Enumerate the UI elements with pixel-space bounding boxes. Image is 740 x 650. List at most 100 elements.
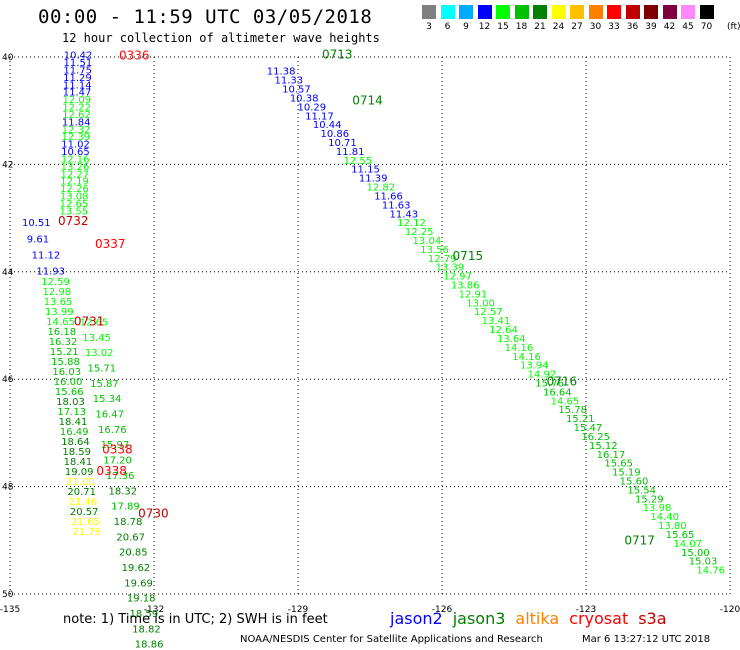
wave-height-value: 19.18 bbox=[127, 594, 156, 605]
wave-height-value: 12.25 bbox=[405, 227, 434, 238]
color-swatch-label: 9 bbox=[463, 22, 469, 32]
wave-height-value: 12.91 bbox=[459, 289, 488, 300]
pass-time-label: 0732 bbox=[58, 214, 89, 228]
wave-height-value: 13.80 bbox=[658, 521, 687, 532]
wave-height-value: 15.00 bbox=[681, 548, 710, 559]
wave-height-value: 17.89 bbox=[111, 502, 140, 513]
pass-time-label: 0338 bbox=[96, 464, 127, 478]
wave-height-value: 15.21 bbox=[50, 347, 79, 358]
wave-height-value: 11.66 bbox=[374, 191, 403, 202]
wave-height-value: 11.51 bbox=[64, 58, 93, 69]
wave-height-value: 14.65 bbox=[46, 317, 75, 328]
wave-height-value: 18.41 bbox=[64, 457, 93, 468]
pass-time-label: 0713 bbox=[322, 48, 353, 62]
color-swatch bbox=[422, 5, 436, 19]
wave-height-value: 17.13 bbox=[57, 407, 86, 418]
wave-height-value: 18.41 bbox=[59, 417, 88, 428]
wave-height-value: 13.00 bbox=[466, 298, 495, 309]
wave-height-value: 16.47 bbox=[95, 410, 124, 421]
color-swatch-label: 3 bbox=[426, 22, 432, 32]
wave-height-value: 10.71 bbox=[328, 138, 357, 149]
wave-height-value: 21.00 bbox=[66, 477, 95, 488]
pass-time-label: 0714 bbox=[352, 93, 383, 107]
color-swatch bbox=[477, 5, 492, 19]
wave-height-value: 18.32 bbox=[109, 486, 138, 497]
footnote: note: 1) Time is in UTC; 2) SWH is in fe… bbox=[63, 612, 328, 627]
color-swatch bbox=[699, 5, 714, 19]
wave-height-value: 11.02 bbox=[61, 140, 90, 151]
wave-height-value: 10.29 bbox=[297, 102, 326, 113]
pass-time-label: 0730 bbox=[138, 507, 169, 521]
wave-height-value: 15.65 bbox=[604, 459, 633, 470]
wave-height-value: 12.39 bbox=[61, 132, 90, 143]
wave-height-value: 12.27 bbox=[60, 169, 89, 180]
wave-height-value: 11.84 bbox=[62, 117, 91, 128]
wave-height-value: 16.03 bbox=[52, 367, 81, 378]
y-tick-label: 44 bbox=[2, 268, 14, 278]
pass-time-label: 0716 bbox=[547, 375, 578, 389]
wave-height-value: 20.85 bbox=[119, 548, 148, 559]
wave-height-value: 15.34 bbox=[93, 394, 122, 405]
color-swatch-label: 6 bbox=[444, 22, 451, 32]
wave-height-value: 14.65 bbox=[551, 396, 580, 407]
wave-height-value: 19.62 bbox=[122, 563, 151, 574]
wave-height-value: 16.18 bbox=[47, 327, 76, 338]
legend-entry-jason3: jason3 bbox=[452, 609, 506, 628]
wave-height-value: 13.65 bbox=[44, 297, 73, 308]
wave-height-value: 15.21 bbox=[566, 414, 595, 425]
wave-height-value: 13.55 bbox=[59, 206, 88, 217]
color-swatch-label: 39 bbox=[645, 22, 657, 32]
color-swatch bbox=[681, 5, 695, 19]
wave-height-value: 14.40 bbox=[650, 512, 679, 523]
color-swatch-label: 27 bbox=[571, 22, 583, 32]
pass-time-label: 0717 bbox=[624, 534, 655, 548]
color-swatch-label: 36 bbox=[626, 22, 639, 32]
wave-height-value: 20.67 bbox=[116, 532, 145, 543]
wave-height-value: 18.82 bbox=[132, 624, 161, 635]
wave-height-value: 12.57 bbox=[474, 307, 503, 318]
wave-height-value: 14.76 bbox=[696, 566, 725, 577]
color-swatch-label: 70 bbox=[700, 22, 713, 32]
wave-height-value: 15.47 bbox=[574, 423, 603, 434]
color-swatch bbox=[459, 5, 473, 19]
wave-height-value: 21.65 bbox=[71, 517, 100, 528]
wave-height-value: 15.76 bbox=[535, 379, 564, 390]
wave-height-value: 10.86 bbox=[321, 129, 350, 140]
wave-height-value: 10.38 bbox=[290, 93, 319, 104]
wave-height-value: 13.08 bbox=[60, 192, 89, 203]
wave-height-value: 15.66 bbox=[55, 387, 84, 398]
wave-height-value: 15.65 bbox=[666, 530, 695, 541]
color-swatch bbox=[662, 5, 677, 19]
wave-height-value: 12.32 bbox=[62, 125, 91, 136]
wave-height-value: 12.98 bbox=[42, 287, 71, 298]
y-tick-label: 42 bbox=[2, 160, 13, 170]
wave-height-value: 13.26 bbox=[61, 162, 90, 173]
color-swatch bbox=[514, 5, 529, 19]
wave-height-value: 11.81 bbox=[336, 147, 365, 158]
wave-height-value: 13.98 bbox=[643, 503, 672, 514]
color-swatch-label: 24 bbox=[552, 22, 565, 32]
wave-height-value: 16.25 bbox=[581, 432, 610, 443]
satellite-legend: jason2 jason3 altika cryosat s3a bbox=[390, 609, 677, 628]
wave-height-value: 10.57 bbox=[282, 85, 311, 96]
color-swatch bbox=[570, 5, 584, 19]
wave-height-value: 12.62 bbox=[62, 110, 91, 121]
wave-height-value: 16.64 bbox=[543, 387, 572, 398]
wave-height-value: 14.16 bbox=[505, 343, 534, 354]
wave-height-value: 15.19 bbox=[612, 468, 641, 479]
x-tick-label: -129 bbox=[288, 605, 309, 615]
wave-height-value: 20.57 bbox=[70, 507, 99, 518]
y-tick-label: 50 bbox=[2, 590, 14, 600]
color-swatch bbox=[625, 5, 640, 19]
wave-height-value: 21.46 bbox=[69, 497, 98, 508]
pass-time-label: 0338 bbox=[102, 442, 133, 456]
x-tick-label: -123 bbox=[576, 605, 596, 615]
wave-height-value: 11.38 bbox=[267, 67, 296, 78]
wave-height-value: 16.49 bbox=[60, 427, 89, 438]
wave-height-value: 11.15 bbox=[351, 165, 380, 176]
wave-height-value: 20.71 bbox=[67, 487, 96, 498]
wave-height-value: 14.92 bbox=[528, 370, 557, 381]
wave-height-value: 12.59 bbox=[41, 277, 70, 288]
wave-height-value: 11.29 bbox=[63, 73, 92, 84]
